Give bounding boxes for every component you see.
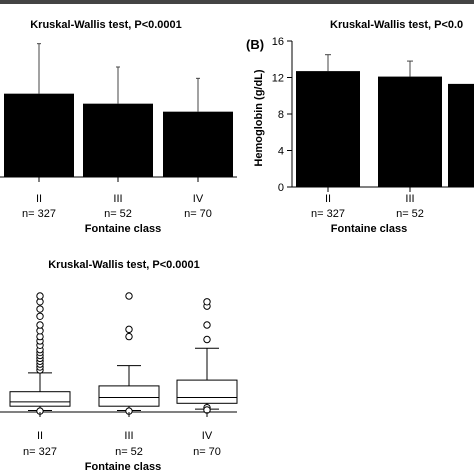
panel-c-box bbox=[9, 391, 71, 407]
panel-c-plot: II n= 327 III n= 52 IV n= 70 bbox=[0, 292, 238, 458]
panel-c-outlier bbox=[36, 321, 44, 329]
panel-a: Kruskal-Wallis test, P<0.0001 IIn= 327II… bbox=[0, 19, 237, 235]
panel-a-title: Kruskal-Wallis test, P<0.0001 bbox=[30, 19, 182, 31]
panel-a-count-label: n= 327 bbox=[22, 208, 56, 220]
panel-b-category-label: II bbox=[325, 193, 331, 205]
panel-a-plot: II n= 327 III n= 52 IV n= 70 bbox=[0, 43, 237, 220]
panel-b-y-tick-label: 4 bbox=[278, 146, 284, 158]
panel-c-outlier bbox=[125, 292, 133, 300]
panel-c-outlier bbox=[203, 335, 211, 344]
panel-b-y-tick-label: 12 bbox=[272, 73, 284, 85]
panel-b-bar bbox=[378, 76, 442, 187]
panel-c-outlier bbox=[36, 312, 44, 320]
panel-c-count-label: n= 70 bbox=[193, 446, 221, 458]
panel-c-box bbox=[98, 385, 160, 407]
panel-a-category-label: II bbox=[36, 193, 42, 205]
panel-c: Kruskal-Wallis test, P<0.0001 IIn= 327II… bbox=[0, 259, 238, 473]
panel-c-outlier bbox=[36, 292, 44, 300]
panel-b-label: (B) bbox=[246, 37, 264, 52]
panel-a-xlabel: Fontaine class bbox=[85, 223, 161, 235]
panel-b-count-label: n= 52 bbox=[396, 208, 424, 220]
panel-b-category-label: III bbox=[405, 193, 414, 205]
panel-c-outlier bbox=[203, 298, 211, 306]
panel-c-count-label: n= 52 bbox=[115, 446, 143, 458]
panel-c-title: Kruskal-Wallis test, P<0.0001 bbox=[48, 259, 200, 271]
panel-c-category-label: IV bbox=[202, 430, 213, 442]
panel-b-bar bbox=[448, 83, 474, 187]
panel-c-outlier bbox=[125, 325, 133, 334]
panel-a-bar bbox=[4, 93, 74, 177]
panel-b-y-tick-label: 8 bbox=[278, 109, 284, 121]
panel-b-ylabel: Hemoglobin (g/dL) bbox=[253, 69, 265, 166]
panel-b-bar bbox=[296, 71, 360, 187]
panel-a-category-label: IV bbox=[193, 193, 204, 205]
panel-a-bar bbox=[163, 111, 233, 177]
panel-c-count-label: n= 327 bbox=[23, 446, 57, 458]
panel-b-title: Kruskal-Wallis test, P<0.0 bbox=[330, 19, 463, 31]
panel-a-bar bbox=[83, 103, 153, 177]
panel-a-count-label: n= 70 bbox=[184, 208, 212, 220]
panel-c-category-label: II bbox=[37, 430, 43, 442]
panel-a-category-label: III bbox=[113, 193, 122, 205]
panel-c-outlier bbox=[203, 321, 211, 329]
panel-a-count-label: n= 52 bbox=[104, 208, 132, 220]
panel-c-outlier bbox=[125, 332, 133, 341]
panel-b: Kruskal-Wallis test, P<0.0 (B) 0 4 8 12 16 II… bbox=[246, 19, 474, 235]
panel-c-box bbox=[176, 379, 238, 404]
panel-b-y-tick-label: 16 bbox=[272, 36, 284, 48]
top-border bbox=[0, 0, 474, 4]
panel-c-category-label: III bbox=[124, 430, 133, 442]
panel-b-xlabel: Fontaine class bbox=[331, 223, 407, 235]
panel-b-y-tick-label: 0 bbox=[278, 182, 284, 194]
panel-b-count-label: n= 327 bbox=[311, 208, 345, 220]
panel-c-outlier bbox=[36, 305, 44, 313]
panel-b-plot: 0 4 8 12 16 II n= 327 III n= 52 bbox=[272, 36, 474, 220]
panel-c-xlabel: Fontaine class bbox=[85, 461, 161, 473]
